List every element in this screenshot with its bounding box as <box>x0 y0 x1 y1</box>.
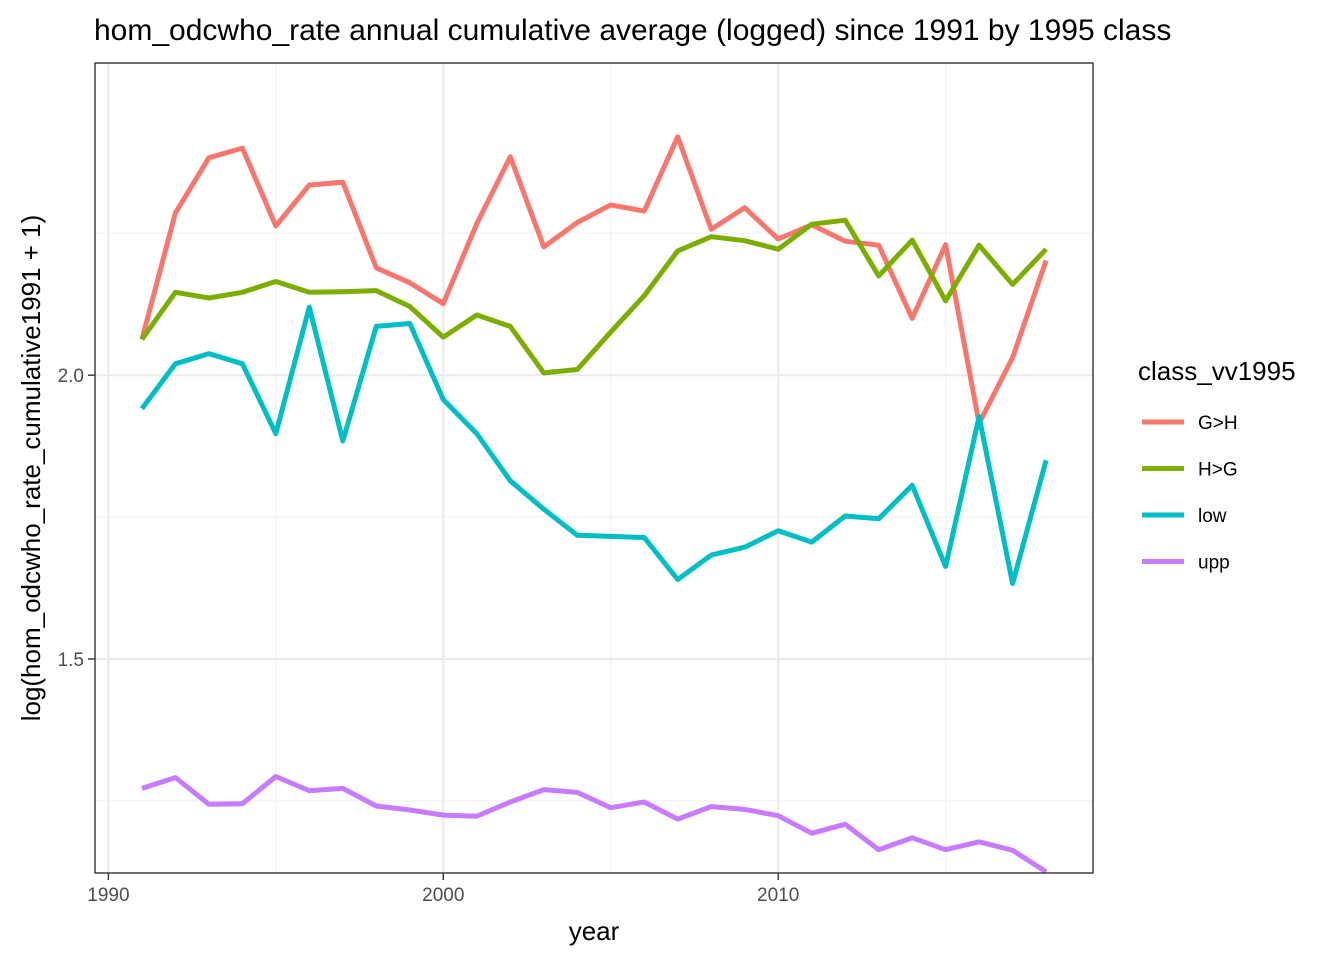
legend-items: G>H H>G low upp <box>1142 413 1238 574</box>
series-line-low <box>139 304 1049 586</box>
panel-border <box>94 62 1094 874</box>
x-axis-title: year <box>569 916 620 946</box>
y-axis-title: log(hom_odcwho_rate_cumulative1991 + 1) <box>16 215 46 722</box>
series-line-h-g <box>139 217 1048 376</box>
legend-label: low <box>1198 506 1227 527</box>
x-tick-label: 2000 <box>422 885 464 906</box>
x-tick-label: 1990 <box>87 885 129 906</box>
legend-label: H>G <box>1198 460 1238 481</box>
axis-ticks: 1990 2000 2010 1.5 2.0 <box>58 366 800 906</box>
legend-label: upp <box>1198 553 1230 574</box>
series-lines <box>139 134 1049 875</box>
legend: class_vv1995 G>H H>G low upp <box>1138 356 1296 574</box>
series-line-upp <box>141 774 1048 875</box>
legend-label: G>H <box>1198 413 1238 434</box>
y-tick-label: 2.0 <box>58 366 84 387</box>
legend-title: class_vv1995 <box>1138 356 1296 386</box>
chart-title: hom_odcwho_rate annual cumulative averag… <box>94 14 1171 47</box>
series-line-g-h <box>139 134 1049 426</box>
x-tick-label: 2010 <box>757 885 799 906</box>
y-tick-label: 1.5 <box>58 650 84 671</box>
grid <box>95 63 1093 873</box>
